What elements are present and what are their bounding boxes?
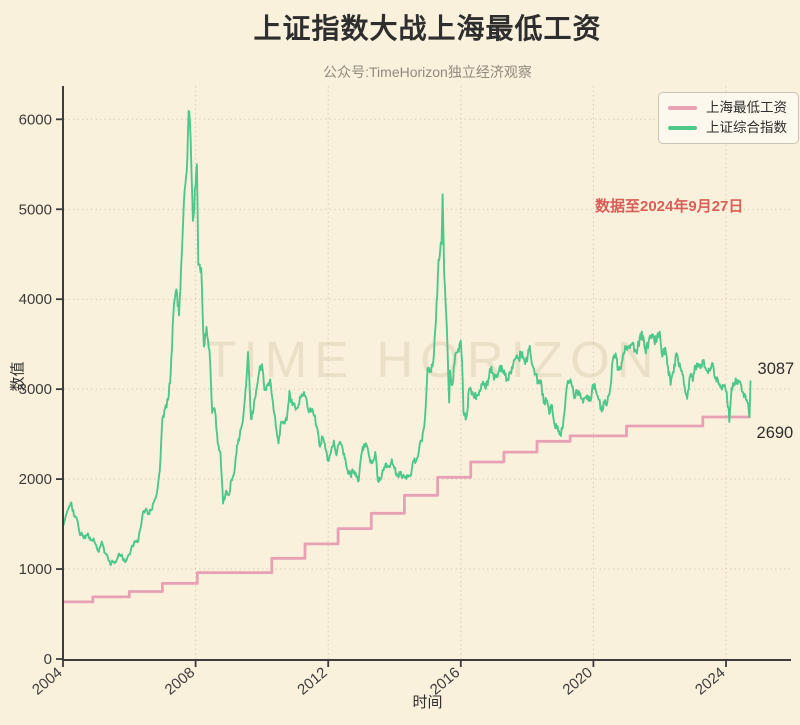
- tick-marks: [56, 118, 727, 667]
- index-line-swatch: [668, 126, 697, 130]
- legend-item-wage: 上海最低工资: [668, 100, 787, 116]
- watermark-text: TIME HORIZON: [205, 331, 661, 388]
- wage-line: [63, 415, 751, 604]
- chart-title: 上证指数大战上海最低工资: [253, 13, 602, 44]
- index-line: [62, 110, 752, 567]
- legend-item-index: 上证综合指数: [668, 120, 787, 136]
- legend-label-index: 上证综合指数: [706, 120, 787, 135]
- x-axis-title: 时间: [412, 694, 443, 711]
- legend-label-wage: 上海最低工资: [706, 100, 787, 115]
- wage-end-value-label: 2690: [756, 424, 794, 443]
- index-end-value-label: 3087: [757, 360, 795, 379]
- y-tick-label: 4000: [19, 291, 52, 308]
- data-cutoff-annotation: 数据至2024年9月27日: [595, 198, 744, 215]
- y-tick-label: 5000: [19, 201, 52, 218]
- y-tick-label: 3000: [19, 381, 52, 398]
- axis-spines: [62, 86, 791, 661]
- y-tick-label: 2000: [19, 471, 52, 488]
- chart-subtitle: 公众号:TimeHorizon独立经济观察: [323, 64, 532, 80]
- legend: 上海最低工资 上证综合指数: [658, 92, 799, 144]
- y-tick-labels: 0 1000 2000 3000 4000 5000 6000: [19, 111, 52, 668]
- y-tick-label: 0: [44, 651, 52, 668]
- wage-line-swatch: [668, 106, 697, 110]
- y-tick-label: 6000: [19, 111, 52, 128]
- y-tick-label: 1000: [19, 561, 52, 578]
- y-axis-title: 数值: [9, 361, 27, 392]
